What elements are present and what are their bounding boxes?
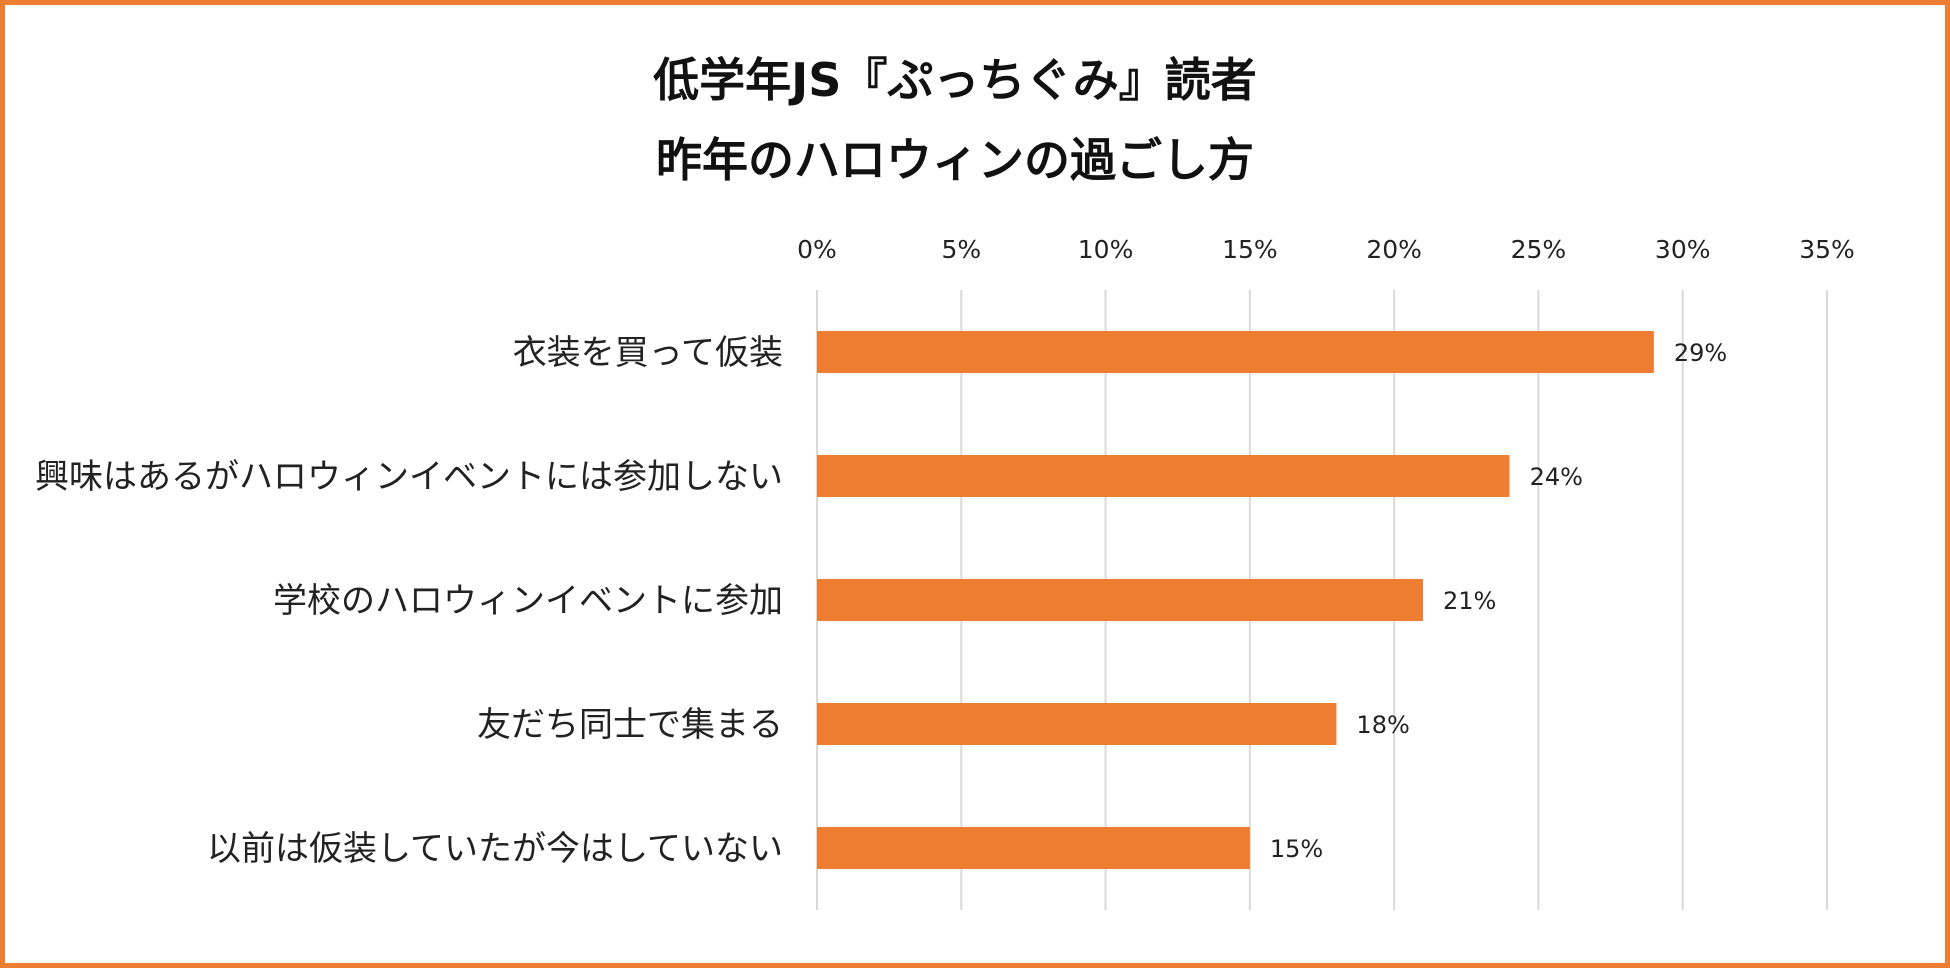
bar [817,827,1250,869]
data-label: 18% [1356,711,1409,739]
category-label: 学校のハロウィンイベントに参加 [273,581,783,621]
data-label: 29% [1674,339,1727,367]
bar [817,455,1510,497]
bar [817,703,1337,745]
data-label: 15% [1270,835,1323,863]
x-tick-label: 25% [1511,235,1567,264]
x-tick-label: 15% [1222,235,1278,264]
x-tick-label: 10% [1078,235,1134,264]
bar [817,331,1654,373]
category-label: 以前は仮装していたが今はしていない [207,829,783,869]
category-label: 衣装を買って仮装 [513,333,783,373]
x-tick-label: 30% [1655,235,1711,264]
category-label: 興味はあるがハロウィンイベントには参加しない [35,457,783,497]
category-label: 友だち同士で集まる [477,705,783,745]
x-tick-label: 0% [797,235,837,264]
data-label: 21% [1443,587,1496,615]
data-label: 24% [1530,463,1583,491]
x-tick-label: 20% [1366,235,1422,264]
x-tick-label: 35% [1799,235,1855,264]
x-tick-label: 5% [941,235,981,264]
chart-title-line-1: 低学年JS『ぷっちぐみ』読者 [653,53,1257,107]
chart-title-line-2: 昨年のハロウィンの過ごし方 [656,133,1254,187]
bar [817,579,1423,621]
